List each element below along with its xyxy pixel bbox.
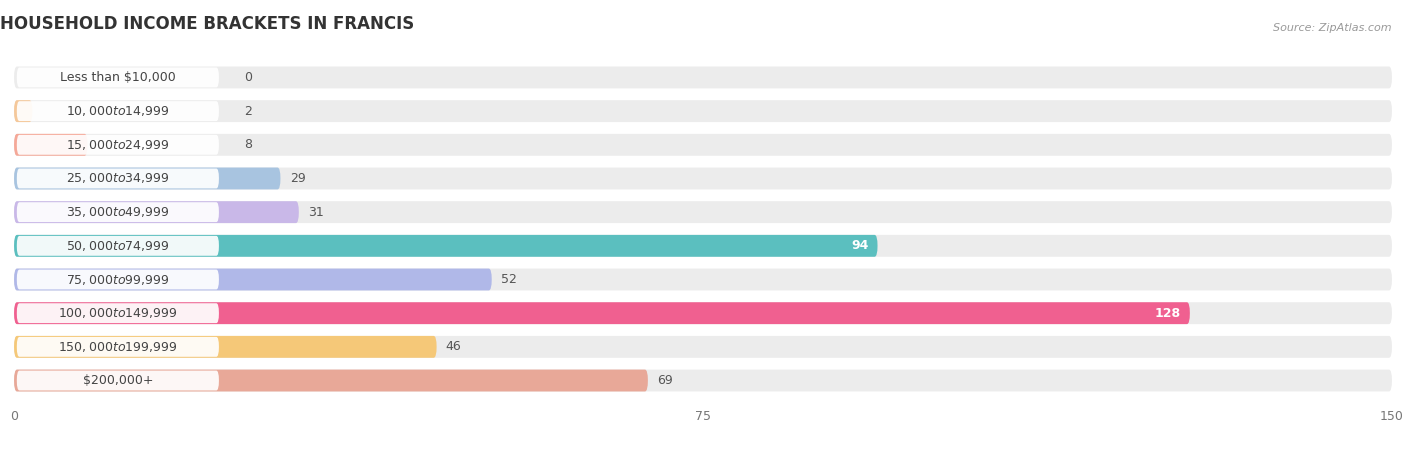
FancyBboxPatch shape xyxy=(17,67,219,88)
FancyBboxPatch shape xyxy=(17,202,219,222)
Text: $10,000 to $14,999: $10,000 to $14,999 xyxy=(66,104,170,118)
FancyBboxPatch shape xyxy=(14,66,1392,88)
FancyBboxPatch shape xyxy=(14,269,1392,291)
Text: 0: 0 xyxy=(243,71,252,84)
Text: 94: 94 xyxy=(851,239,869,252)
FancyBboxPatch shape xyxy=(14,370,1392,392)
Text: 46: 46 xyxy=(446,340,461,353)
FancyBboxPatch shape xyxy=(17,269,219,290)
Text: HOUSEHOLD INCOME BRACKETS IN FRANCIS: HOUSEHOLD INCOME BRACKETS IN FRANCIS xyxy=(0,15,415,33)
Text: 52: 52 xyxy=(501,273,517,286)
FancyBboxPatch shape xyxy=(14,336,1392,358)
FancyBboxPatch shape xyxy=(14,201,299,223)
Text: Less than $10,000: Less than $10,000 xyxy=(60,71,176,84)
FancyBboxPatch shape xyxy=(14,134,87,156)
FancyBboxPatch shape xyxy=(14,134,1392,156)
FancyBboxPatch shape xyxy=(14,336,437,358)
Text: $75,000 to $99,999: $75,000 to $99,999 xyxy=(66,273,170,286)
Text: 69: 69 xyxy=(657,374,673,387)
FancyBboxPatch shape xyxy=(17,236,219,256)
Text: $35,000 to $49,999: $35,000 to $49,999 xyxy=(66,205,170,219)
Text: 2: 2 xyxy=(243,105,252,118)
Text: Source: ZipAtlas.com: Source: ZipAtlas.com xyxy=(1274,23,1392,33)
FancyBboxPatch shape xyxy=(14,235,877,257)
Text: $150,000 to $199,999: $150,000 to $199,999 xyxy=(58,340,177,354)
Text: 29: 29 xyxy=(290,172,305,185)
Text: $100,000 to $149,999: $100,000 to $149,999 xyxy=(58,306,177,320)
FancyBboxPatch shape xyxy=(14,201,1392,223)
Text: 8: 8 xyxy=(243,138,252,151)
FancyBboxPatch shape xyxy=(17,101,219,121)
Text: 31: 31 xyxy=(308,206,323,219)
FancyBboxPatch shape xyxy=(14,370,648,392)
FancyBboxPatch shape xyxy=(17,337,219,357)
FancyBboxPatch shape xyxy=(17,135,219,155)
FancyBboxPatch shape xyxy=(14,167,280,189)
Text: $15,000 to $24,999: $15,000 to $24,999 xyxy=(66,138,170,152)
FancyBboxPatch shape xyxy=(14,167,1392,189)
FancyBboxPatch shape xyxy=(14,235,1392,257)
Text: $50,000 to $74,999: $50,000 to $74,999 xyxy=(66,239,170,253)
FancyBboxPatch shape xyxy=(14,100,1392,122)
FancyBboxPatch shape xyxy=(14,302,1189,324)
FancyBboxPatch shape xyxy=(17,303,219,323)
FancyBboxPatch shape xyxy=(14,100,32,122)
Text: $25,000 to $34,999: $25,000 to $34,999 xyxy=(66,172,170,185)
FancyBboxPatch shape xyxy=(17,370,219,391)
Text: 128: 128 xyxy=(1154,307,1181,320)
FancyBboxPatch shape xyxy=(14,269,492,291)
FancyBboxPatch shape xyxy=(17,168,219,189)
FancyBboxPatch shape xyxy=(14,302,1392,324)
Text: $200,000+: $200,000+ xyxy=(83,374,153,387)
